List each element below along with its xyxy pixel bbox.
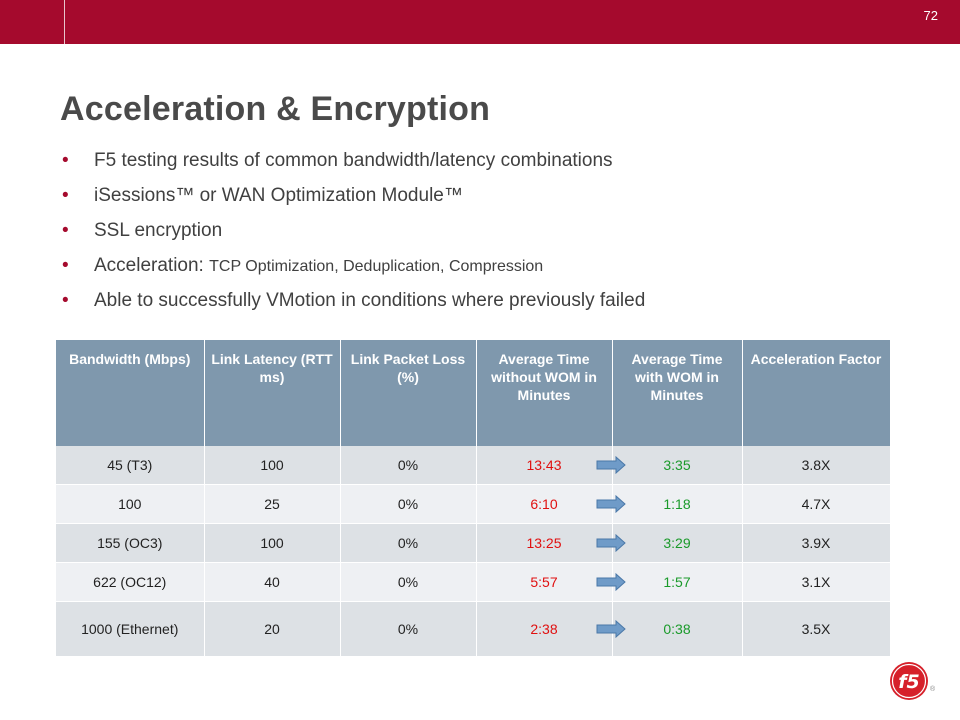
f5-logo-icon: f5 (890, 662, 928, 700)
cell-time-with: 1:18 (612, 484, 743, 524)
table-row: 100 25 0% 6:10 1:18 4.7X (56, 484, 891, 524)
bullet-text: SSL encryption (94, 220, 223, 241)
cell-time-without: 2:38 (476, 601, 626, 657)
cell-time-without: 13:43 (476, 446, 626, 485)
cell-acceleration: 3.5X (742, 601, 891, 657)
logo-registered-mark: ® (930, 686, 936, 693)
cell-acceleration: 3.1X (742, 562, 891, 602)
header-latency: Link Latency (RTT ms) (204, 340, 341, 446)
arrow-right-icon (596, 456, 626, 474)
bullet-item: • SSL encryption (62, 216, 922, 251)
time-without-value: 2:38 (530, 621, 558, 637)
header-acceleration: Acceleration Factor (742, 340, 891, 446)
cell-time-with: 0:38 (612, 601, 743, 657)
cell-latency: 40 (204, 562, 341, 602)
bullet-dot-icon: • (62, 150, 69, 171)
top-bar-divider (64, 0, 65, 44)
arrow-right-icon (596, 495, 626, 513)
bullet-item: • iSessions™ or WAN Optimization Module™ (62, 181, 922, 216)
bullet-lead: Acceleration: (94, 255, 210, 276)
cell-bandwidth: 45 (T3) (56, 446, 205, 485)
cell-packet-loss: 0% (340, 446, 477, 485)
arrow-right-icon (596, 573, 626, 591)
cell-packet-loss: 0% (340, 601, 477, 657)
header-packet-loss: Link Packet Loss (%) (340, 340, 477, 446)
bullet-dot-icon: • (62, 290, 69, 311)
cell-latency: 25 (204, 484, 341, 524)
cell-acceleration: 4.7X (742, 484, 891, 524)
cell-time-without: 13:25 (476, 523, 626, 563)
bullet-dot-icon: • (62, 220, 69, 241)
table-row: 155 (OC3) 100 0% 13:25 3:29 3.9X (56, 523, 891, 563)
cell-bandwidth: 100 (56, 484, 205, 524)
slide-title: Acceleration & Encryption (60, 90, 491, 128)
table-header-row: Bandwidth (Mbps) Link Latency (RTT ms) L… (56, 340, 891, 446)
cell-bandwidth: 1000 (Ethernet) (56, 601, 205, 657)
cell-packet-loss: 0% (340, 484, 477, 524)
cell-time-with: 1:57 (612, 562, 743, 602)
table-row: 45 (T3) 100 0% 13:43 3:35 3.8X (56, 446, 891, 485)
slide-number: 72 (923, 8, 938, 23)
bullet-text: F5 testing results of common bandwidth/l… (94, 150, 613, 171)
bullet-text: iSessions™ or WAN Optimization Module™ (94, 185, 463, 206)
bullet-item: • Able to successfully VMotion in conditi… (62, 286, 922, 321)
cell-latency: 20 (204, 601, 341, 657)
bullet-item: • F5 testing results of common bandwidth/… (62, 146, 922, 181)
cell-acceleration: 3.9X (742, 523, 891, 563)
logo-text: f5 (898, 671, 920, 693)
bullet-item: • Acceleration: TCP Optimization, Dedupli… (62, 251, 922, 286)
cell-bandwidth: 155 (OC3) (56, 523, 205, 563)
time-without-value: 13:25 (526, 535, 562, 551)
bullet-detail: TCP Optimization, Deduplication, Compres… (209, 258, 544, 275)
header-time-with: Average Time with WOM in Minutes (612, 340, 743, 446)
arrow-right-icon (596, 620, 626, 638)
header-time-without: Average Time without WOM in Minutes (476, 340, 613, 446)
arrow-right-icon (596, 534, 626, 552)
results-table: Bandwidth (Mbps) Link Latency (RTT ms) L… (56, 340, 891, 657)
cell-acceleration: 3.8X (742, 446, 891, 485)
cell-packet-loss: 0% (340, 562, 477, 602)
cell-time-with: 3:29 (612, 523, 743, 563)
bullet-dot-icon: • (62, 185, 69, 206)
top-bar: 72 (0, 0, 960, 44)
cell-packet-loss: 0% (340, 523, 477, 563)
bullet-dot-icon: • (62, 255, 69, 276)
cell-bandwidth: 622 (OC12) (56, 562, 205, 602)
time-without-value: 6:10 (530, 496, 558, 512)
cell-latency: 100 (204, 523, 341, 563)
cell-time-without: 6:10 (476, 484, 626, 524)
bullet-list: • F5 testing results of common bandwidth/… (62, 146, 922, 321)
cell-time-without: 5:57 (476, 562, 626, 602)
header-bandwidth: Bandwidth (Mbps) (56, 340, 205, 446)
time-without-value: 5:57 (530, 574, 558, 590)
table-row: 1000 (Ethernet) 20 0% 2:38 0:38 3.5X (56, 601, 891, 657)
time-without-value: 13:43 (526, 457, 562, 473)
cell-time-with: 3:35 (612, 446, 743, 485)
cell-latency: 100 (204, 446, 341, 485)
bullet-text: Able to successfully VMotion in conditio… (94, 290, 646, 311)
table-row: 622 (OC12) 40 0% 5:57 1:57 3.1X (56, 562, 891, 602)
